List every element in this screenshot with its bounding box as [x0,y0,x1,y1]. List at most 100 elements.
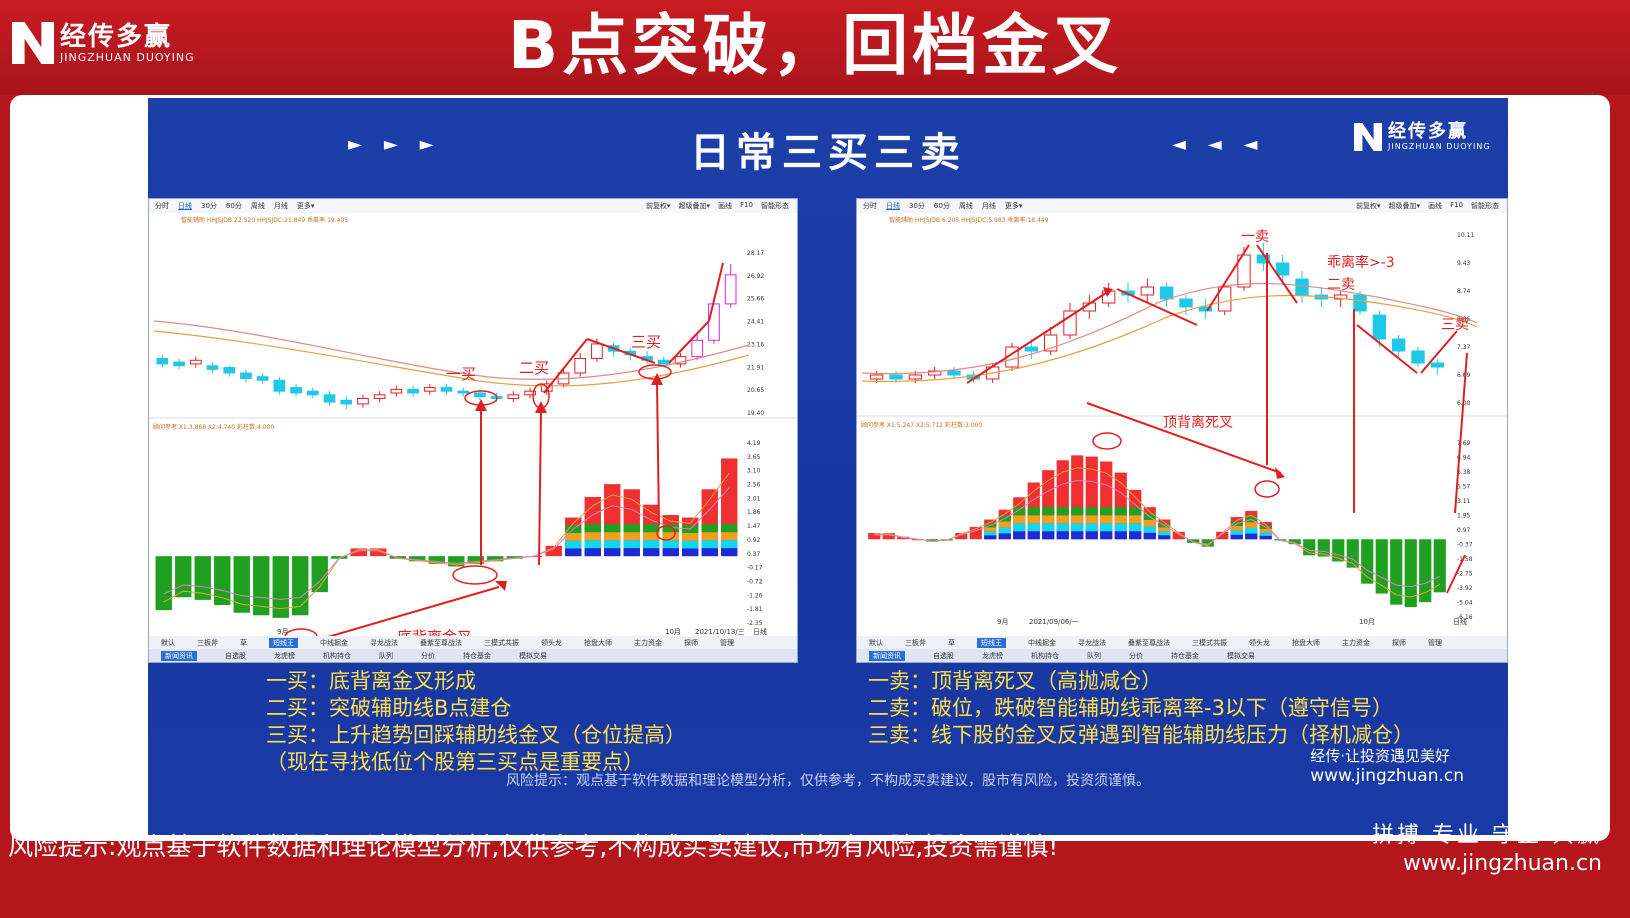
macd-bar [882,533,895,540]
overlay-menu[interactable]: 超级叠加▾ [678,202,711,210]
f10-button[interactable]: F10 [740,201,753,209]
tab-more[interactable]: 更多▾ [1004,202,1023,210]
candlestick [691,334,704,361]
draw-line-button[interactable]: 画线 [1428,202,1443,210]
strategy-tab-item[interactable]: 草 [240,638,247,647]
info-tab-item[interactable]: 分价 [1129,651,1143,660]
footer-url[interactable]: www.jingzhuan.cn [1403,851,1602,876]
info-tab-item[interactable]: 队列 [1087,651,1101,660]
tab-daily[interactable]: 日线 [886,202,900,210]
info-tab-item[interactable]: 自选股 [225,651,246,660]
strategy-tab-item[interactable]: 主力资金 [634,638,662,647]
strategy-tab-item[interactable]: 短线王 [269,637,298,648]
tab-weekly[interactable]: 周线 [958,202,973,210]
price-tick-label: 7.37 [1457,344,1471,351]
strategy-tab-item[interactable]: 叠紫至尊战法 [420,638,462,647]
strategy-tab-item[interactable]: 寻龙战法 [370,638,398,647]
macd-bar [233,556,250,613]
macd-bar [623,489,640,557]
smart-pattern-button[interactable]: 智能形态 [1471,202,1499,210]
tab-60min[interactable]: 60分 [225,202,242,210]
info-tab-item[interactable]: 新闻资讯 [869,650,905,661]
strategy-tab-item[interactable]: 抢盘大师 [584,638,612,647]
info-tab-item[interactable]: 机构持仓 [1031,651,1059,660]
tab-monthly[interactable]: 月线 [273,202,288,210]
macd-bar [1361,539,1374,584]
tab-intraday[interactable]: 分时 [155,202,169,210]
candlestick [1063,303,1077,339]
tab-30min[interactable]: 30分 [201,202,217,210]
draw-line-button[interactable]: 画线 [718,202,733,210]
info-tab-item[interactable]: 持仓基金 [463,651,491,660]
strategy-tab-item[interactable]: 默认 [869,638,883,647]
strategy-tab-item[interactable]: 主力资金 [1342,638,1370,647]
slide-logo-mark-icon [1354,123,1382,151]
strategy-tab-item[interactable]: 三板斧 [905,638,926,647]
right-kline-chart[interactable]: 智能辅助 HHJSJDB:6.205 HHJSJDC:5.983 乖离率:18.… [857,213,1507,636]
left-chart-window[interactable]: 分时 日线 30分 60分 周线 月线 更多▾ 前复权▾ 超级叠加▾ 画线 F1… [148,198,798,663]
smart-pattern-button[interactable]: 智能形态 [761,202,789,210]
strategy-tab-item[interactable]: 探师 [1392,638,1406,647]
tab-60min[interactable]: 60分 [933,202,950,210]
right-chart-toolbar: 分时 日线 30分 60分 周线 月线 更多▾ 前复权▾ 超级叠加▾ 画线 F1… [857,199,1507,213]
strategy-tab-item[interactable]: 三板斧 [197,638,218,647]
info-tab-item[interactable]: 新闻资讯 [161,650,197,661]
right-chart-window[interactable]: 分时 日线 30分 60分 周线 月线 更多▾ 前复权▾ 超级叠加▾ 画线 F1… [856,198,1508,663]
slide-panel: ►►► 日常三买三卖 ◄◄◄ 经传多赢 JINGZHUAN DUOYING 分时… [148,98,1508,835]
f10-button[interactable]: F10 [1450,201,1463,209]
left-month-label-2: 10月 [665,628,681,636]
tab-intraday[interactable]: 分时 [863,202,877,210]
slide-url[interactable]: www.jingzhuan.cn [1310,766,1464,786]
info-tab-item[interactable]: 自选股 [933,651,954,660]
strategy-tab-item[interactable]: 管理 [1428,638,1442,647]
forward-adjust-menu[interactable]: 前复权▾ [1356,202,1381,210]
strategy-tab-item[interactable]: 短线王 [977,637,1006,648]
tab-30min[interactable]: 30分 [909,202,925,210]
info-tab-item[interactable]: 分价 [421,651,435,660]
strategy-tab-item[interactable]: 管理 [720,638,734,647]
info-tab-item[interactable]: 模拟交易 [1227,651,1255,660]
candlestick [340,396,353,410]
candlestick [156,354,169,368]
strategy-tab-item[interactable]: 探师 [684,638,698,647]
macd-bar [487,556,504,562]
info-tab-item[interactable]: 模拟交易 [519,651,547,660]
desc-sell2: 二卖：破位，跌破智能辅助线乖离率-3以下（遵守信号） [868,696,1393,720]
strategy-tab-item[interactable]: 默认 [161,638,175,647]
strategy-tab-item[interactable]: 领头龙 [1249,638,1270,647]
overlay-menu[interactable]: 超级叠加▾ [1388,202,1421,210]
strategy-tab-item[interactable]: 领头龙 [541,638,562,647]
info-tab-item[interactable]: 队列 [379,651,393,660]
left-ma-line-1 [153,320,750,380]
macd-bar [1346,539,1359,568]
strategy-tab-item[interactable]: 寻龙战法 [1078,638,1106,647]
brand-name-cn: 经传多赢 [60,21,173,52]
strategy-tab-item[interactable]: 中线掘金 [1028,638,1056,647]
forward-adjust-menu[interactable]: 前复权▾ [646,202,671,210]
candlestick [1217,283,1232,315]
info-tab-item[interactable]: 机构持仓 [323,651,351,660]
strategy-tab-item[interactable]: 草 [948,638,955,647]
tab-monthly[interactable]: 月线 [981,202,996,210]
left-date-label: 2021/10/13/三 [695,628,745,636]
macd-bar [1404,539,1417,608]
strategy-tab-item[interactable]: 中线掘金 [320,638,348,647]
tab-more[interactable]: 更多▾ [296,202,315,210]
strategy-tab-item[interactable]: 叠紫至尊战法 [1128,638,1170,647]
macd-bar [467,556,484,564]
macd-tick-label: 1.86 [747,509,761,516]
left-annotations [284,262,724,636]
info-tab-item[interactable]: 龙虎榜 [982,651,1003,660]
strategy-tab-item[interactable]: 三模式共振 [484,638,519,647]
macd-tick-label: 2.56 [747,482,761,489]
info-tab-item[interactable]: 龙虎榜 [274,651,295,660]
macd-signal-line [874,467,1441,598]
macd-bar [1027,482,1040,540]
tab-weekly[interactable]: 周线 [250,202,265,210]
price-tick-label: 28.17 [747,250,764,257]
tab-daily[interactable]: 日线 [178,202,192,210]
strategy-tab-item[interactable]: 三模式共振 [1192,638,1227,647]
left-kline-chart[interactable]: 智能辅助 HHJSJDB:22.520 HHJSJDC:21.849 乖离率:1… [149,213,797,636]
strategy-tab-item[interactable]: 抢盘大师 [1292,638,1320,647]
info-tab-item[interactable]: 持仓基金 [1171,651,1199,660]
